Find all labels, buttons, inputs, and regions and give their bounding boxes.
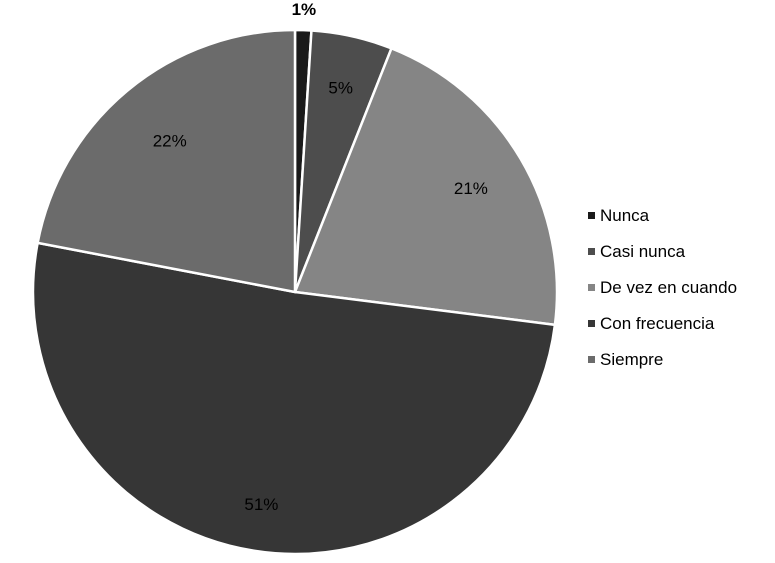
- legend-label-siempre: Siempre: [600, 350, 663, 369]
- pie-slice-con-frecuencia: [31, 241, 557, 556]
- pie-slices: [31, 28, 559, 556]
- legend-swatch-con-frecuencia: [588, 320, 595, 327]
- legend: Nunca Casi nunca De vez en cuando Con frecu…: [588, 206, 737, 369]
- pie-slice-de-vez-en-cuando: [293, 46, 559, 327]
- data-label-de-vez-en-cuando: 21%: [454, 179, 488, 198]
- legend-label-de-vez-en-cuando: De vez en cuando: [600, 278, 737, 297]
- pie-data-labels: 1% 5% 21% 51% 22%: [153, 0, 488, 514]
- legend-label-con-frecuencia: Con frecuencia: [600, 314, 715, 333]
- pie-slice-siempre: [36, 28, 297, 294]
- data-label-casi-nunca: 5%: [328, 78, 353, 97]
- legend-label-nunca: Nunca: [600, 206, 650, 225]
- legend-swatch-siempre: [588, 356, 595, 363]
- legend-swatch-de-vez-en-cuando: [588, 284, 595, 291]
- legend-label-casi-nunca: Casi nunca: [600, 242, 686, 261]
- data-label-con-frecuencia: 51%: [244, 495, 278, 514]
- data-label-siempre: 22%: [153, 132, 187, 151]
- data-label-nunca: 1%: [292, 0, 317, 19]
- legend-swatch-nunca: [588, 212, 595, 219]
- legend-swatch-casi-nunca: [588, 248, 595, 255]
